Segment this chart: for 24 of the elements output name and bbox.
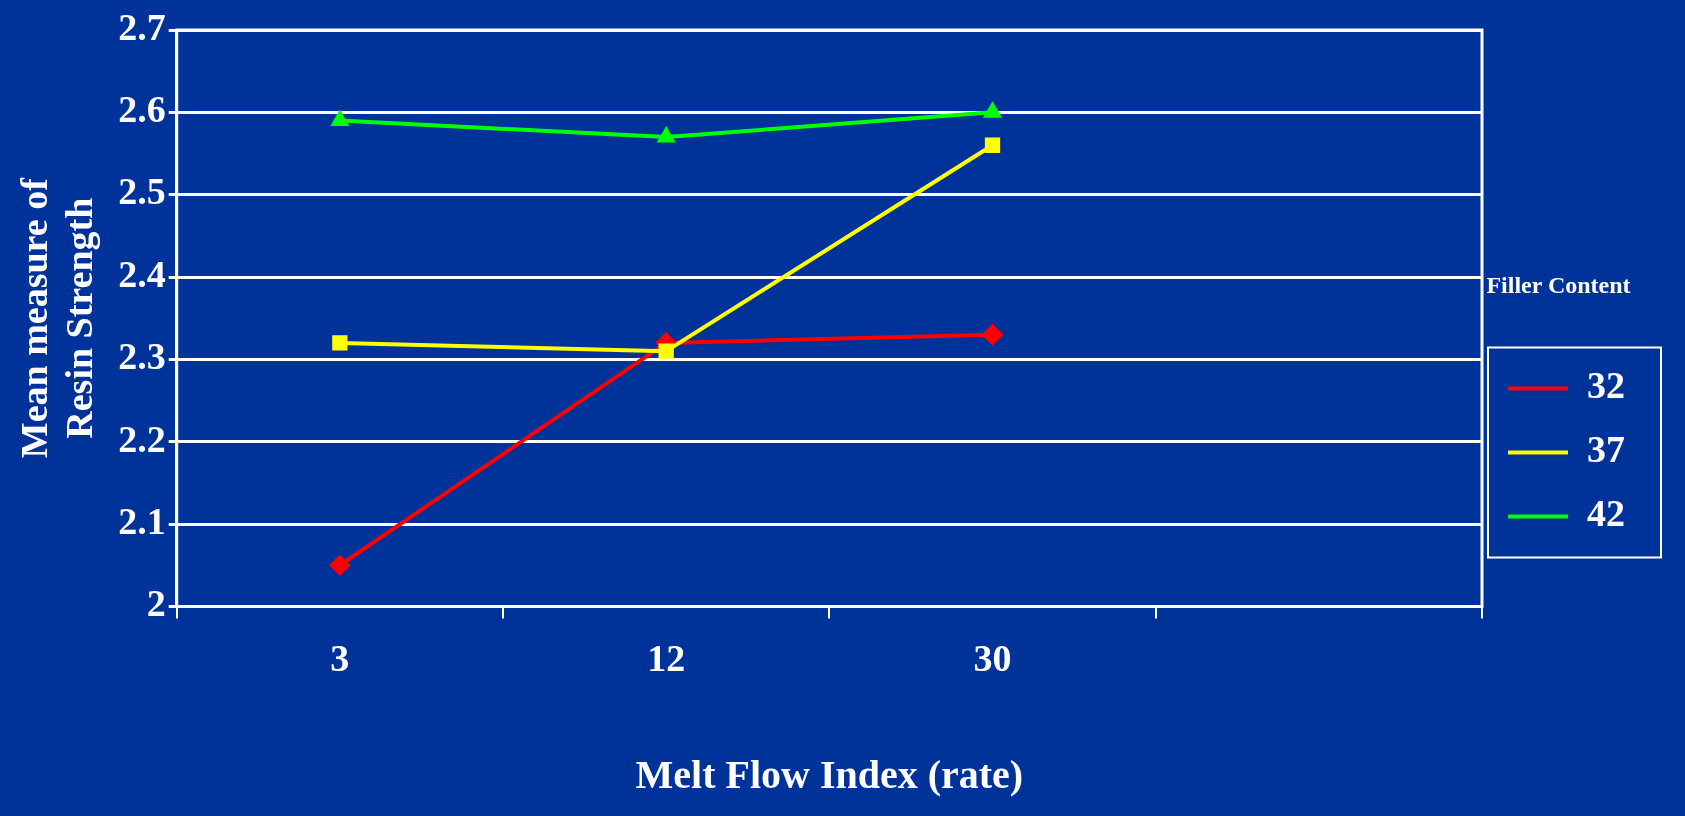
- y-tick-label: 2.1: [118, 499, 166, 542]
- point: [984, 137, 1001, 153]
- legend-label: 37: [1587, 428, 1625, 471]
- x-tick-label: 3: [330, 637, 350, 680]
- point: [332, 335, 348, 351]
- legend-title: Filler Content: [1486, 271, 1631, 298]
- y-tick-label: 2.4: [118, 252, 166, 295]
- x-tick-label: 12: [647, 637, 686, 680]
- y-tick-label: 2.7: [118, 5, 166, 48]
- y-tick-label: 2.5: [118, 170, 166, 213]
- x-axis-title: Melt Flow Index (rate): [635, 752, 1024, 798]
- point: [329, 555, 350, 576]
- legend-label: 42: [1587, 492, 1625, 535]
- point: [982, 324, 1003, 345]
- y-tick-label: 2: [146, 582, 166, 625]
- x-tick-label: 30: [973, 637, 1012, 680]
- point: [658, 343, 674, 359]
- y-tick-label: 2.3: [118, 335, 166, 378]
- legend-label: 32: [1587, 364, 1625, 407]
- y-tick-label: 2.6: [118, 88, 166, 131]
- y-tick-label: 2.2: [118, 417, 166, 460]
- point: [658, 128, 675, 143]
- point: [984, 103, 1001, 118]
- y-axis-title: Mean measure of Resin Strength: [12, 176, 101, 459]
